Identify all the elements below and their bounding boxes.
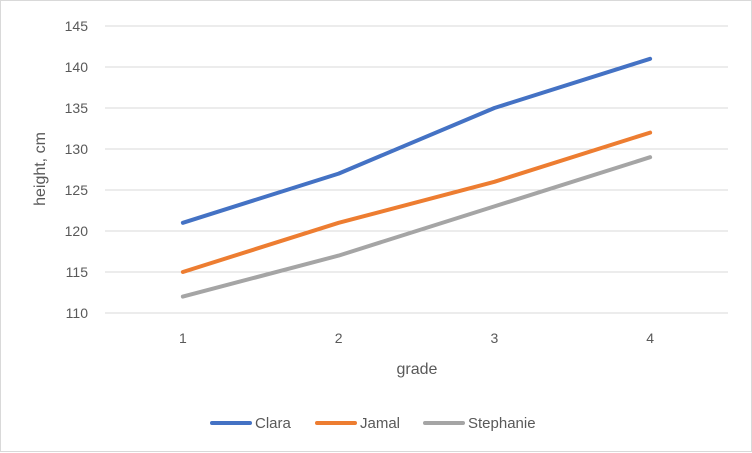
series-lines (183, 59, 650, 297)
y-axis-title: height, cm (32, 132, 49, 206)
series-line-stephanie (183, 157, 650, 296)
x-tick-label-1: 1 (179, 330, 187, 346)
x-axis-title: grade (397, 361, 438, 378)
y-tick-label-125: 125 (65, 182, 89, 198)
y-tick-label-135: 135 (65, 100, 89, 116)
x-tick-label-2: 2 (335, 330, 343, 346)
y-tick-label-140: 140 (65, 59, 89, 75)
y-axis-ticks: 110 115 120 125 130 135 140 145 (65, 18, 89, 321)
legend-label-jamal: Jamal (360, 415, 400, 432)
x-tick-label-4: 4 (646, 330, 654, 346)
legend-label-clara: Clara (255, 415, 292, 432)
y-tick-label-115: 115 (66, 264, 89, 280)
series-line-clara (183, 59, 650, 223)
legend: Clara Jamal Stephanie (212, 415, 536, 432)
y-tick-label-110: 110 (66, 305, 89, 321)
x-tick-label-3: 3 (490, 330, 498, 346)
gridlines (105, 26, 728, 313)
y-tick-label-145: 145 (65, 18, 89, 34)
y-tick-label-120: 120 (65, 223, 89, 239)
x-axis-ticks: 1 2 3 4 (179, 330, 654, 346)
y-tick-label-130: 130 (65, 141, 89, 157)
legend-label-stephanie: Stephanie (468, 415, 536, 432)
